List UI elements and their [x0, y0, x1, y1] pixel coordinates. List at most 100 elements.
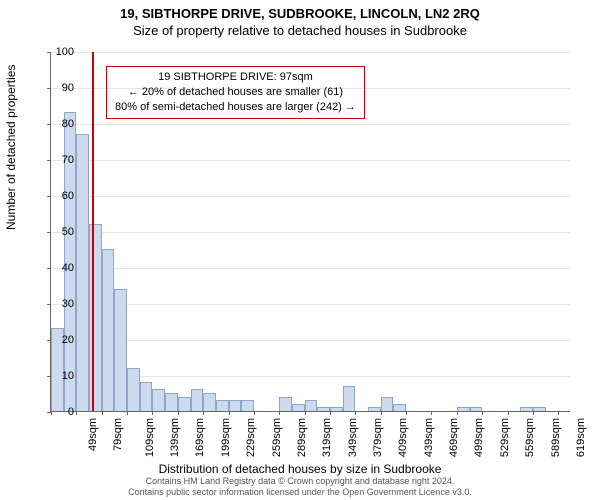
histogram-bar	[191, 389, 204, 411]
histogram-bar	[178, 397, 191, 411]
callout-line: 80% of semi-detached houses are larger (…	[115, 100, 356, 115]
histogram-bar	[330, 407, 343, 411]
xtick-label: 109sqm	[144, 418, 156, 457]
histogram-bar	[279, 397, 292, 411]
histogram-bar	[152, 389, 165, 411]
histogram-bar	[127, 368, 140, 411]
xtick-label: 349sqm	[347, 418, 359, 457]
xtick-label: 289sqm	[296, 418, 308, 457]
ytick-label: 80	[44, 118, 74, 130]
histogram-bar	[317, 407, 330, 411]
xtick-mark	[76, 411, 77, 415]
footer-attribution: Contains HM Land Registry data © Crown c…	[0, 476, 600, 498]
xtick-mark	[482, 411, 483, 415]
xtick-label: 589sqm	[550, 418, 562, 457]
xtick-label: 499sqm	[474, 418, 486, 457]
callout-box: 19 SIBTHORPE DRIVE: 97sqm← 20% of detach…	[106, 66, 365, 119]
histogram-bar	[229, 400, 242, 411]
xtick-label: 229sqm	[245, 418, 257, 457]
xtick-label: 619sqm	[575, 418, 587, 457]
gridline	[51, 304, 570, 305]
callout-line: ← 20% of detached houses are smaller (61…	[115, 85, 356, 100]
xtick-mark	[229, 411, 230, 415]
xtick-mark	[355, 411, 356, 415]
xtick-label: 559sqm	[524, 418, 536, 457]
xtick-mark	[254, 411, 255, 415]
histogram-bar	[102, 249, 115, 411]
gridline	[51, 340, 570, 341]
xtick-mark	[102, 411, 103, 415]
ytick-label: 10	[44, 370, 74, 382]
histogram-bar	[165, 393, 178, 411]
gridline	[51, 160, 570, 161]
xtick-label: 529sqm	[499, 418, 511, 457]
xtick-mark	[558, 411, 559, 415]
footer-line-2: Contains public sector information licen…	[0, 487, 600, 498]
title-block: 19, SIBTHORPE DRIVE, SUDBROOKE, LINCOLN,…	[0, 0, 600, 38]
histogram-bar	[203, 393, 216, 411]
xtick-mark	[305, 411, 306, 415]
xtick-label: 469sqm	[448, 418, 460, 457]
gridline	[51, 268, 570, 269]
histogram-bar	[343, 386, 356, 411]
footer-line-1: Contains HM Land Registry data © Crown c…	[0, 476, 600, 487]
histogram-bar	[457, 407, 470, 411]
histogram-bar	[533, 407, 546, 411]
ytick-label: 90	[44, 82, 74, 94]
xtick-mark	[330, 411, 331, 415]
xtick-mark	[152, 411, 153, 415]
xtick-label: 79sqm	[112, 418, 124, 451]
ytick-label: 0	[44, 406, 74, 418]
ytick-label: 100	[44, 46, 74, 58]
histogram-bar	[140, 382, 153, 411]
xtick-mark	[533, 411, 534, 415]
xtick-label: 439sqm	[423, 418, 435, 457]
xtick-mark	[431, 411, 432, 415]
histogram-bar	[368, 407, 381, 411]
ytick-label: 20	[44, 334, 74, 346]
histogram-bar	[520, 407, 533, 411]
xtick-mark	[203, 411, 204, 415]
x-axis-label: Distribution of detached houses by size …	[0, 462, 600, 476]
xtick-mark	[381, 411, 382, 415]
histogram-bar	[114, 289, 127, 411]
xtick-mark	[406, 411, 407, 415]
xtick-label: 379sqm	[372, 418, 384, 457]
xtick-label: 319sqm	[321, 418, 333, 457]
reference-line	[92, 52, 94, 411]
ytick-label: 50	[44, 226, 74, 238]
gridline	[51, 196, 570, 197]
histogram-bar	[216, 400, 229, 411]
xtick-mark	[508, 411, 509, 415]
xtick-mark	[457, 411, 458, 415]
xtick-label: 199sqm	[220, 418, 232, 457]
xtick-label: 259sqm	[271, 418, 283, 457]
ytick-label: 30	[44, 298, 74, 310]
histogram-bar	[292, 404, 305, 411]
histogram-bar	[381, 397, 394, 411]
xtick-mark	[127, 411, 128, 415]
page-subtitle: Size of property relative to detached ho…	[0, 23, 600, 38]
xtick-mark	[178, 411, 179, 415]
ytick-label: 60	[44, 190, 74, 202]
y-axis-label: Number of detached properties	[4, 65, 18, 230]
histogram-bar	[305, 400, 318, 411]
gridline	[51, 124, 570, 125]
callout-line: 19 SIBTHORPE DRIVE: 97sqm	[115, 70, 356, 85]
gridline	[51, 232, 570, 233]
histogram-bar	[393, 404, 406, 411]
xtick-label: 139sqm	[169, 418, 181, 457]
gridline	[51, 52, 570, 53]
histogram-bar	[241, 400, 254, 411]
xtick-label: 169sqm	[195, 418, 207, 457]
plot-area: 19 SIBTHORPE DRIVE: 97sqm← 20% of detach…	[50, 52, 570, 412]
ytick-label: 40	[44, 262, 74, 274]
xtick-label: 49sqm	[87, 418, 99, 451]
histogram-chart: 19 SIBTHORPE DRIVE: 97sqm← 20% of detach…	[50, 52, 570, 412]
xtick-label: 409sqm	[398, 418, 410, 457]
ytick-label: 70	[44, 154, 74, 166]
xtick-mark	[279, 411, 280, 415]
histogram-bar	[470, 407, 483, 411]
histogram-bar	[76, 134, 89, 411]
page-title: 19, SIBTHORPE DRIVE, SUDBROOKE, LINCOLN,…	[0, 6, 600, 21]
